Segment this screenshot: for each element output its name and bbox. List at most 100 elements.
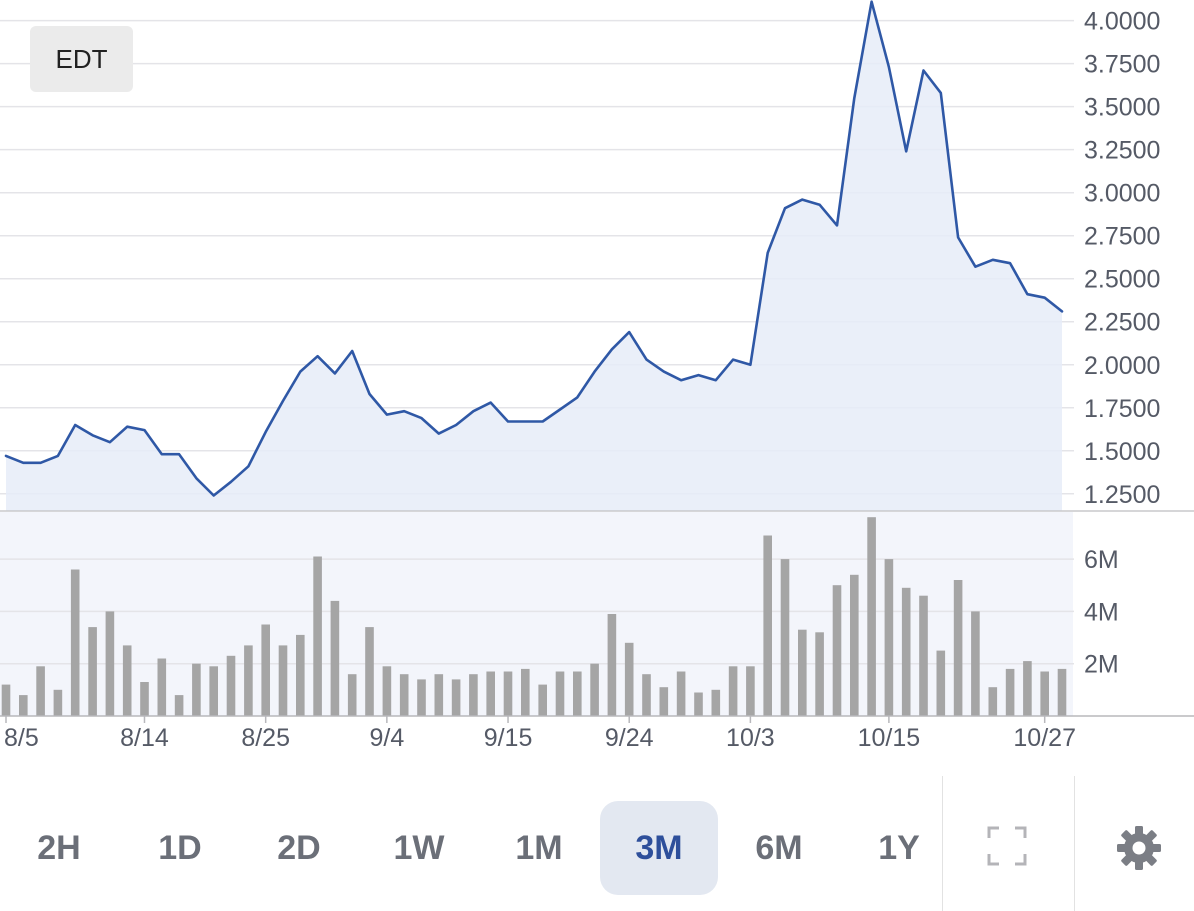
price-tick-label: 3.5000: [1084, 94, 1160, 122]
volume-bar: [1023, 661, 1032, 716]
volume-bar: [988, 687, 998, 716]
price-tick-label: 2.5000: [1084, 266, 1160, 294]
volume-bar: [330, 600, 340, 716]
date-tick-label: 9/4: [369, 724, 404, 752]
range-label-1m: 1M: [515, 828, 563, 867]
price-tick-label: 3.2500: [1084, 137, 1160, 165]
volume-bar: [19, 695, 28, 716]
volume-bar: [953, 580, 963, 716]
range-label-1d: 1D: [158, 828, 202, 867]
fullscreen-button[interactable]: [987, 826, 1027, 866]
volume-bar: [417, 679, 426, 716]
range-button-2d[interactable]: 2D: [240, 801, 358, 895]
range-toolbar: 2H 1D 2D 1W 1M 3M 6M 1Y: [0, 776, 1194, 911]
price-area: [6, 1, 1062, 511]
volume-panel-bg: [0, 512, 1073, 716]
volume-bar: [399, 674, 409, 716]
volume-bar: [105, 611, 115, 716]
date-tick-label: 10/15: [858, 724, 921, 752]
volume-bar: [694, 692, 703, 716]
volume-bar: [261, 624, 270, 716]
range-label-6m: 6M: [755, 828, 803, 867]
date-tick-label: 10/3: [726, 724, 775, 752]
gear-icon: [1117, 826, 1161, 870]
volume-bar: [936, 650, 946, 716]
volume-bar: [278, 645, 288, 716]
volume-bar: [296, 634, 305, 716]
volume-bar: [573, 671, 582, 716]
price-tick-label: 1.5000: [1084, 438, 1160, 466]
volume-bar: [88, 627, 97, 716]
price-tick-label: 1.2500: [1084, 481, 1160, 509]
volume-bar: [884, 559, 894, 716]
volume-tick-label: 4M: [1084, 598, 1119, 626]
volume-bar: [832, 585, 842, 716]
volume-bar: [815, 632, 824, 716]
range-button-3m[interactable]: 3M: [600, 801, 718, 895]
range-button-1m[interactable]: 1M: [480, 801, 598, 895]
range-label-2d: 2D: [277, 828, 321, 867]
stock-chart[interactable]: 4.0000 3.7500 3.5000 3.2500 3.0000 2.7500 2.50…: [0, 0, 1194, 776]
fullscreen-icon: [987, 826, 1027, 866]
volume-tick-label: 2M: [1084, 651, 1119, 679]
timezone-badge[interactable]: EDT: [30, 26, 133, 92]
volume-bar: [1005, 668, 1015, 716]
volume-bar: [659, 687, 669, 716]
volume-bar: [867, 517, 876, 716]
volume-bar: [70, 569, 80, 716]
price-tick-label: 2.2500: [1084, 309, 1160, 337]
volume-bar: [226, 655, 236, 716]
date-tick-label: 10/27: [1013, 724, 1076, 752]
volume-bar: [1040, 671, 1049, 716]
volume-bar: [780, 559, 790, 716]
volume-bar: [192, 663, 201, 716]
date-tick-label: 8/14: [120, 724, 169, 752]
volume-bar: [850, 574, 859, 716]
toolbar-divider-2: [1074, 776, 1075, 911]
price-tick-label: 2.7500: [1084, 223, 1160, 251]
volume-bar: [244, 645, 253, 716]
volume-bar: [365, 627, 374, 716]
volume-bar: [1057, 668, 1067, 716]
range-button-2h[interactable]: 2H: [0, 801, 118, 895]
price-axis: 4.0000 3.7500 3.5000 3.2500 3.0000 2.7500 2.50…: [1084, 8, 1160, 509]
volume-bar: [157, 658, 167, 716]
volume-bar: [676, 671, 686, 716]
price-area-group: [6, 1, 1062, 511]
volume-bar: [728, 666, 738, 716]
date-tick-label: 8/25: [241, 724, 290, 752]
volume-bar: [901, 587, 911, 716]
price-tick-label: 1.7500: [1084, 395, 1160, 423]
volume-bar: [746, 666, 755, 716]
volume-bars: [1, 517, 1067, 716]
volume-bar: [313, 556, 322, 716]
price-tick-label: 3.0000: [1084, 180, 1160, 208]
range-label-3m: 3M: [635, 828, 683, 867]
price-line: [4, 0, 1064, 497]
timezone-label: EDT: [55, 43, 108, 74]
price-tick-label: 3.7500: [1084, 51, 1160, 79]
toolbar-divider: [942, 776, 943, 911]
volume-bar: [382, 666, 392, 716]
volume-bar: [763, 535, 772, 716]
volume-bar: [469, 674, 478, 716]
range-button-6m[interactable]: 6M: [720, 801, 838, 895]
range-button-1y[interactable]: 1Y: [840, 801, 958, 895]
range-button-1d[interactable]: 1D: [121, 801, 239, 895]
volume-bar: [174, 695, 184, 716]
price-line-group: [4, 0, 1064, 497]
volume-bar: [434, 674, 444, 716]
volume-bar: [36, 666, 45, 716]
volume-bar: [711, 689, 721, 716]
date-tick-label: 9/24: [605, 724, 654, 752]
date-axis: 8/5 8/14 8/25 9/4 9/15 9/24 10/3 10/15 10/27: [4, 716, 1076, 752]
settings-button[interactable]: [1115, 824, 1163, 872]
volume-bar: [122, 645, 132, 716]
range-button-1w[interactable]: 1W: [360, 801, 478, 895]
volume-bar: [53, 689, 63, 716]
volume-tick-label: 6M: [1084, 546, 1119, 574]
volume-bar: [209, 666, 218, 716]
volume-axis: 6M 4M 2M: [1084, 546, 1119, 679]
volume-bar: [1, 684, 11, 716]
volume-bar: [486, 671, 495, 716]
